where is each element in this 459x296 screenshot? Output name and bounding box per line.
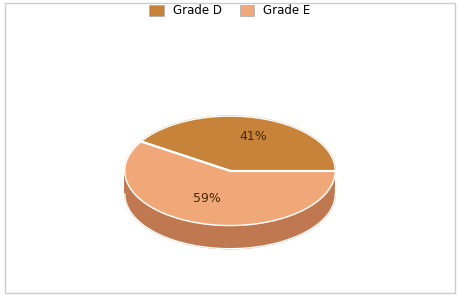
Polygon shape <box>141 116 335 171</box>
Text: 41%: 41% <box>239 130 267 143</box>
Polygon shape <box>124 171 335 249</box>
Text: 59%: 59% <box>193 192 221 205</box>
Legend: Grade D, Grade E: Grade D, Grade E <box>145 0 314 22</box>
Polygon shape <box>124 141 335 226</box>
